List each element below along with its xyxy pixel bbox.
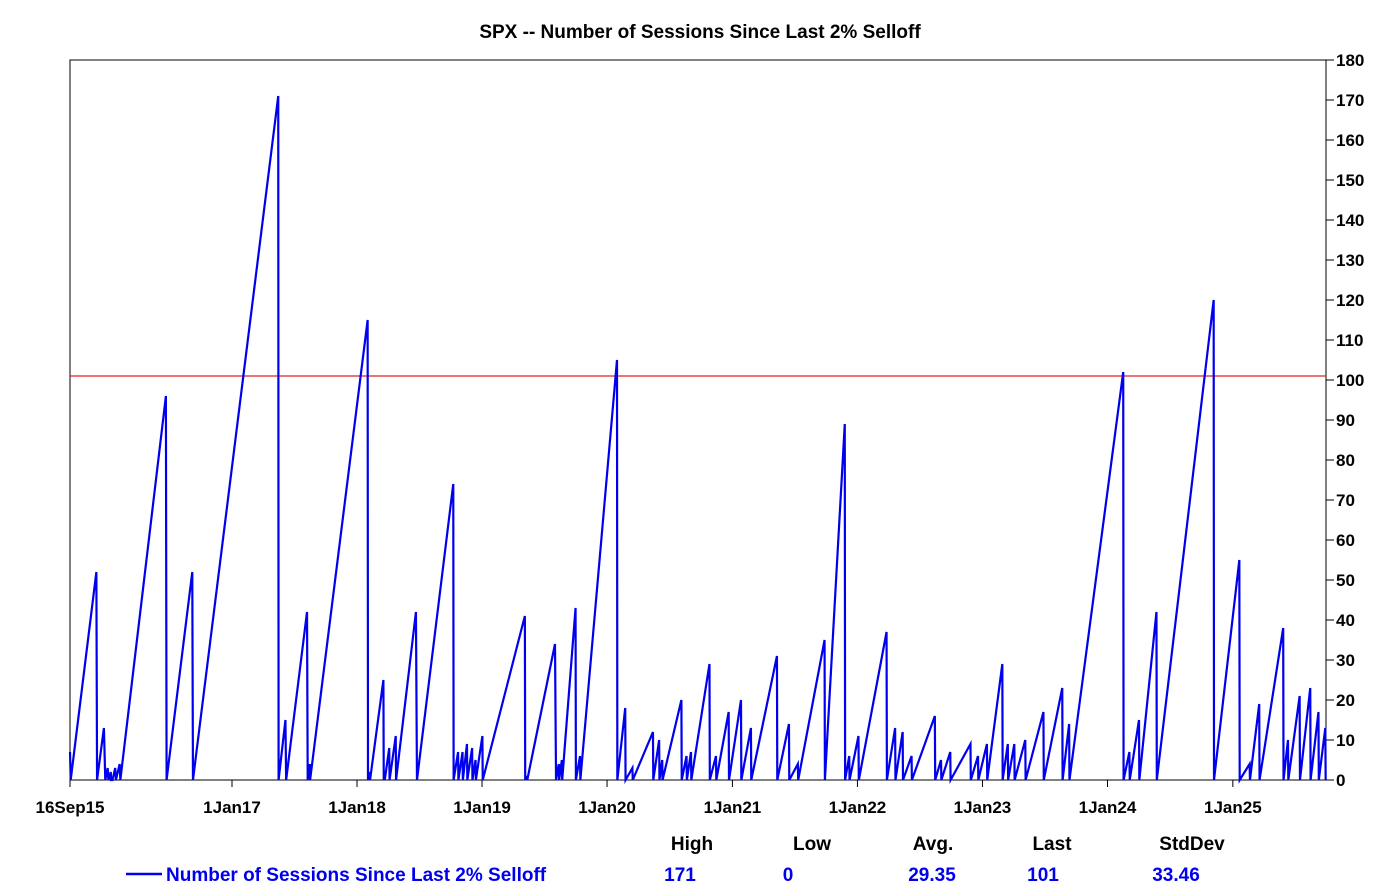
legend-label: Number of Sessions Since Last 2% Selloff bbox=[166, 865, 547, 886]
x-tick-label: 1Jan23 bbox=[954, 798, 1012, 817]
stat-value-stddev: 33.46 bbox=[1152, 865, 1200, 886]
plot-area bbox=[69, 59, 1327, 781]
stat-header-avg: Avg. bbox=[913, 834, 953, 855]
y-tick-label: 70 bbox=[1336, 491, 1355, 510]
y-tick-label: 40 bbox=[1336, 611, 1355, 630]
stat-header-last: Last bbox=[1032, 834, 1072, 855]
y-tick-label: 130 bbox=[1336, 251, 1364, 270]
stat-value-low: 0 bbox=[783, 865, 794, 886]
y-tick-label: 100 bbox=[1336, 371, 1364, 390]
x-tick-label: 16Sep15 bbox=[36, 798, 105, 817]
stats-table: High Low Avg. Last StdDev Number of Sess… bbox=[126, 834, 1225, 886]
x-axis: 16Sep15 1Jan17 1Jan18 1Jan19 1Jan20 1Jan21 1Ja… bbox=[36, 780, 1262, 817]
x-tick-label: 1Jan17 bbox=[203, 798, 261, 817]
x-tick-label: 1Jan24 bbox=[1079, 798, 1137, 817]
stat-header-stddev: StdDev bbox=[1159, 834, 1225, 855]
y-tick-label: 170 bbox=[1336, 91, 1364, 110]
y-axis: 0 10 20 30 40 50 60 70 80 90 100 110 120 130 140 150 160… bbox=[1326, 51, 1364, 790]
y-tick-label: 180 bbox=[1336, 51, 1364, 70]
stat-header-high: High bbox=[671, 834, 713, 855]
stat-value-high: 171 bbox=[664, 865, 696, 886]
y-tick-label: 50 bbox=[1336, 571, 1355, 590]
y-tick-label: 150 bbox=[1336, 171, 1364, 190]
y-tick-label: 60 bbox=[1336, 531, 1355, 550]
x-tick-label: 1Jan22 bbox=[829, 798, 887, 817]
y-tick-label: 90 bbox=[1336, 411, 1355, 430]
stat-header-low: Low bbox=[793, 834, 831, 855]
x-tick-label: 1Jan25 bbox=[1204, 798, 1262, 817]
stat-value-last: 101 bbox=[1027, 865, 1059, 886]
y-tick-label: 80 bbox=[1336, 451, 1355, 470]
y-tick-label: 110 bbox=[1336, 331, 1363, 350]
y-tick-label: 140 bbox=[1336, 211, 1364, 230]
x-tick-label: 1Jan21 bbox=[704, 798, 762, 817]
x-tick-label: 1Jan19 bbox=[453, 798, 511, 817]
series-line bbox=[68, 95, 1327, 785]
y-tick-label: 10 bbox=[1336, 731, 1355, 750]
x-tick-label: 1Jan18 bbox=[328, 798, 386, 817]
y-tick-label: 30 bbox=[1336, 651, 1355, 670]
series-group bbox=[68, 95, 1327, 785]
stat-value-avg: 29.35 bbox=[908, 865, 956, 886]
y-tick-label: 160 bbox=[1336, 131, 1364, 150]
chart-title: SPX -- Number of Sessions Since Last 2% … bbox=[479, 22, 921, 43]
y-tick-label: 20 bbox=[1336, 691, 1355, 710]
y-tick-label: 120 bbox=[1336, 291, 1364, 310]
x-tick-label: 1Jan20 bbox=[578, 798, 636, 817]
y-tick-label: 0 bbox=[1336, 771, 1345, 790]
